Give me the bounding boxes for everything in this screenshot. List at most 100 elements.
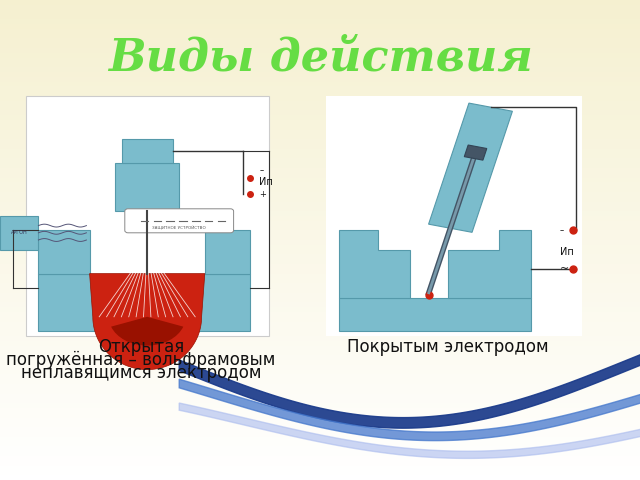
Bar: [0, 437, 640, 442]
Bar: [0, 254, 640, 259]
Polygon shape: [205, 230, 250, 274]
Bar: [0, 408, 640, 413]
Bar: [0, 187, 640, 192]
Bar: [0, 317, 640, 322]
Polygon shape: [179, 335, 640, 428]
Bar: [0, 350, 640, 355]
Bar: [0, 370, 640, 374]
FancyBboxPatch shape: [115, 163, 179, 211]
Bar: [0, 192, 640, 197]
Bar: [0, 82, 640, 86]
Bar: [0, 274, 640, 278]
Bar: [0, 62, 640, 67]
Text: Ип: Ип: [560, 247, 573, 257]
Bar: [0, 466, 640, 470]
Text: ~: ~: [560, 264, 569, 274]
Bar: [0, 442, 640, 446]
Bar: [0, 355, 640, 360]
Bar: [0, 312, 640, 317]
Bar: [0, 360, 640, 365]
FancyBboxPatch shape: [326, 96, 582, 336]
Bar: [0, 72, 640, 77]
Bar: [0, 48, 640, 53]
Bar: [0, 211, 640, 216]
FancyBboxPatch shape: [122, 139, 173, 163]
Bar: [0, 134, 640, 139]
Bar: [0, 331, 640, 336]
Bar: [0, 226, 640, 230]
Polygon shape: [38, 230, 90, 274]
Bar: [0, 29, 640, 34]
Bar: [0, 154, 640, 158]
Bar: [0, 149, 640, 154]
Bar: [0, 34, 640, 38]
Bar: [0, 77, 640, 82]
FancyBboxPatch shape: [0, 216, 38, 250]
Bar: [0, 432, 640, 437]
Bar: [0, 398, 640, 403]
FancyBboxPatch shape: [339, 298, 531, 331]
Text: +: +: [259, 190, 266, 199]
Text: АРГОН: АРГОН: [11, 230, 28, 235]
Bar: [0, 259, 640, 264]
Bar: [0, 53, 640, 58]
Bar: [0, 173, 640, 178]
Bar: [0, 144, 640, 149]
Bar: [0, 125, 640, 130]
Polygon shape: [448, 230, 531, 298]
Bar: [0, 230, 640, 235]
Bar: [0, 101, 640, 106]
Bar: [0, 456, 640, 461]
Bar: [0, 206, 640, 211]
Bar: [0, 336, 640, 341]
Text: погружённая – вольфрамовым: погружённая – вольфрамовым: [6, 351, 275, 370]
Bar: [0, 389, 640, 394]
Bar: [0, 235, 640, 240]
Bar: [0, 470, 640, 475]
Bar: [0, 446, 640, 451]
Bar: [0, 197, 640, 202]
Bar: [0, 91, 640, 96]
Polygon shape: [429, 103, 513, 232]
Bar: [0, 379, 640, 384]
Bar: [0, 178, 640, 182]
Bar: [0, 427, 640, 432]
Bar: [0, 403, 640, 408]
Bar: [0, 202, 640, 206]
Bar: [0, 216, 640, 221]
Text: Покрытым электродом: Покрытым электродом: [347, 338, 549, 356]
Bar: [0, 115, 640, 120]
Bar: [0, 346, 640, 350]
Bar: [0, 163, 640, 168]
Bar: [0, 374, 640, 379]
Polygon shape: [339, 230, 410, 298]
Bar: [0, 475, 640, 480]
Bar: [0, 418, 640, 422]
Bar: [0, 322, 640, 326]
Bar: [0, 269, 640, 274]
Bar: [0, 451, 640, 456]
Bar: [0, 293, 640, 298]
Polygon shape: [464, 145, 487, 160]
Bar: [0, 302, 640, 307]
Text: Виды действия: Виды действия: [108, 36, 532, 79]
Bar: [0, 0, 640, 5]
Bar: [0, 58, 640, 62]
Bar: [0, 14, 640, 19]
Polygon shape: [179, 403, 640, 458]
Bar: [0, 298, 640, 302]
Bar: [0, 120, 640, 125]
Bar: [0, 130, 640, 134]
Bar: [0, 110, 640, 115]
Text: Открытая: Открытая: [98, 338, 184, 356]
Bar: [0, 341, 640, 346]
Bar: [0, 461, 640, 466]
Bar: [0, 264, 640, 269]
Bar: [0, 422, 640, 427]
Wedge shape: [111, 317, 183, 346]
Bar: [0, 413, 640, 418]
Bar: [0, 250, 640, 254]
Polygon shape: [179, 379, 640, 441]
Bar: [0, 5, 640, 10]
Text: –: –: [259, 166, 264, 175]
